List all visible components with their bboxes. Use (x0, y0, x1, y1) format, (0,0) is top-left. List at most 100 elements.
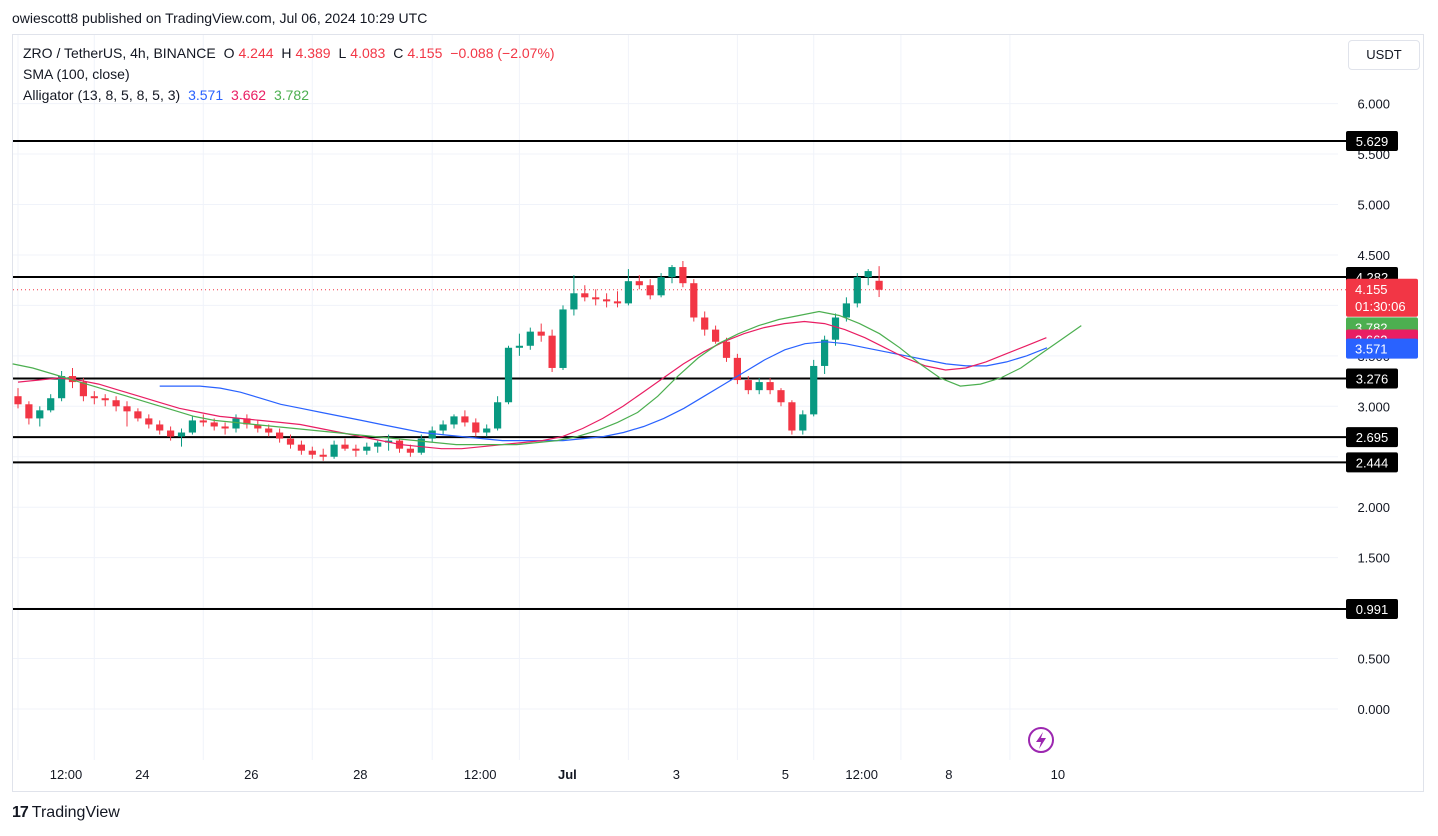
currency-button[interactable]: USDT (1348, 40, 1420, 70)
legend-sma[interactable]: SMA (100, close) (23, 66, 134, 82)
candle-body (603, 299, 611, 302)
x-tick-label: 12:00 (845, 767, 878, 782)
candle-body (581, 293, 589, 298)
candle-body (265, 428, 273, 433)
level-badge-label: 2.444 (1356, 455, 1389, 470)
candle-body (570, 293, 578, 310)
x-tick-label: Jul (558, 767, 577, 782)
candle-body (712, 329, 720, 342)
candle-body (341, 444, 349, 449)
level-badge (1346, 368, 1398, 389)
candle-body (624, 281, 632, 304)
legend-alligator[interactable]: Alligator (13, 8, 5, 8, 5, 3) 3.571 3.66… (23, 87, 313, 103)
legend-close-label: C (393, 45, 404, 61)
x-tick-label: 3 (673, 767, 680, 782)
candle-body (243, 418, 251, 425)
candle-body (755, 382, 763, 391)
x-tick-label: 10 (1051, 767, 1065, 782)
x-tick-label: 26 (244, 767, 258, 782)
candle-body (646, 285, 654, 296)
x-tick-label: 24 (135, 767, 149, 782)
candle-body (90, 396, 98, 399)
candle-body (853, 277, 861, 304)
price-badge-countdown: 01:30:06 (1355, 299, 1406, 314)
y-tick-label: 2.000 (1357, 500, 1390, 515)
candle-body (548, 335, 556, 368)
x-axis: 12:00 24 26 28 12:00 Jul 3 5 12:00 8 10 (50, 767, 1065, 782)
legend-close: 4.155 (407, 45, 443, 61)
y-tick-label: 5.000 (1357, 198, 1390, 213)
candle-body (79, 382, 87, 397)
tradingview-logo-icon: 17 (12, 804, 29, 821)
alligator-jaw-line (159, 341, 1048, 442)
candle-body (308, 450, 316, 455)
candle-body (14, 396, 22, 405)
price-badge (1346, 278, 1418, 317)
candle-body (254, 424, 262, 429)
candles (14, 261, 883, 461)
candle-body (450, 416, 458, 425)
candle-body (352, 448, 360, 451)
chart-frame[interactable] (12, 34, 1424, 792)
legend-low-label: L (338, 45, 347, 61)
x-tick-label: 8 (945, 767, 952, 782)
alligator-jaw-value: 3.571 (188, 87, 224, 103)
legend-ohlc: ZRO / TetherUS, 4h, BINANCE O 4.244 H 4.38… (23, 45, 559, 61)
legend-open-label: O (223, 45, 235, 61)
candle-body (199, 420, 207, 423)
candle-body (232, 418, 240, 429)
candle-body (842, 303, 850, 318)
y-tick-label: 0.500 (1357, 652, 1390, 667)
legend-symbol[interactable]: ZRO / TetherUS, 4h, BINANCE (23, 45, 216, 61)
alligator-lines (12, 310, 1082, 450)
level-badge (1346, 131, 1398, 152)
candle-body (112, 400, 120, 407)
alligator-teeth-value: 3.662 (231, 87, 267, 103)
candle-body (494, 402, 502, 429)
x-tick-label: 28 (353, 767, 367, 782)
candle-body (428, 430, 436, 439)
y-tick-label: 0.000 (1357, 702, 1390, 717)
candle-body (701, 317, 709, 330)
tradingview-logo[interactable]: 17 TradingView (12, 804, 120, 822)
alligator-label[interactable]: Alligator (13, 8, 5, 8, 5, 3) (23, 87, 181, 103)
candle-body (177, 432, 186, 437)
sma-label[interactable]: SMA (100, close) (23, 66, 130, 82)
price-badge-label: 4.155 (1355, 282, 1388, 297)
candle-body (439, 424, 447, 431)
candle-body (613, 301, 622, 304)
candle-body (810, 365, 818, 415)
candle-body (788, 402, 796, 431)
candle-body (722, 341, 731, 358)
price-badge (1346, 338, 1418, 359)
alligator-lips-value: 3.782 (273, 87, 310, 103)
candle-body (36, 410, 44, 419)
price-badges: 5.6294.2823.2762.6952.4440.9914.15501:30… (1346, 131, 1418, 620)
candle-body (363, 446, 371, 451)
legend-high-label: H (281, 45, 292, 61)
candle-body (134, 411, 142, 419)
candle-body (167, 430, 175, 437)
candle-body (145, 418, 153, 425)
y-tick-label: 6.000 (1357, 97, 1390, 112)
y-tick-label: 4.500 (1357, 248, 1390, 263)
candle-body (537, 331, 545, 336)
candle-body (668, 267, 676, 278)
candle-body (25, 404, 33, 419)
candle-body (417, 438, 425, 453)
x-tick-label: 12:00 (50, 767, 83, 782)
lightning-icon[interactable] (1028, 727, 1054, 753)
candle-body (156, 424, 164, 431)
level-badge-label: 0.991 (1356, 602, 1389, 617)
candle-body (679, 267, 687, 284)
candle-body (374, 442, 382, 447)
candle-body (330, 444, 338, 457)
candle-body (504, 347, 513, 403)
candle-body (559, 309, 567, 368)
candle-body (483, 428, 491, 433)
candle-body (58, 376, 66, 399)
x-tick-label: 12:00 (464, 767, 497, 782)
alligator-lips-line (12, 310, 1082, 446)
legend-change: −0.088 (−2.07%) (450, 45, 555, 61)
